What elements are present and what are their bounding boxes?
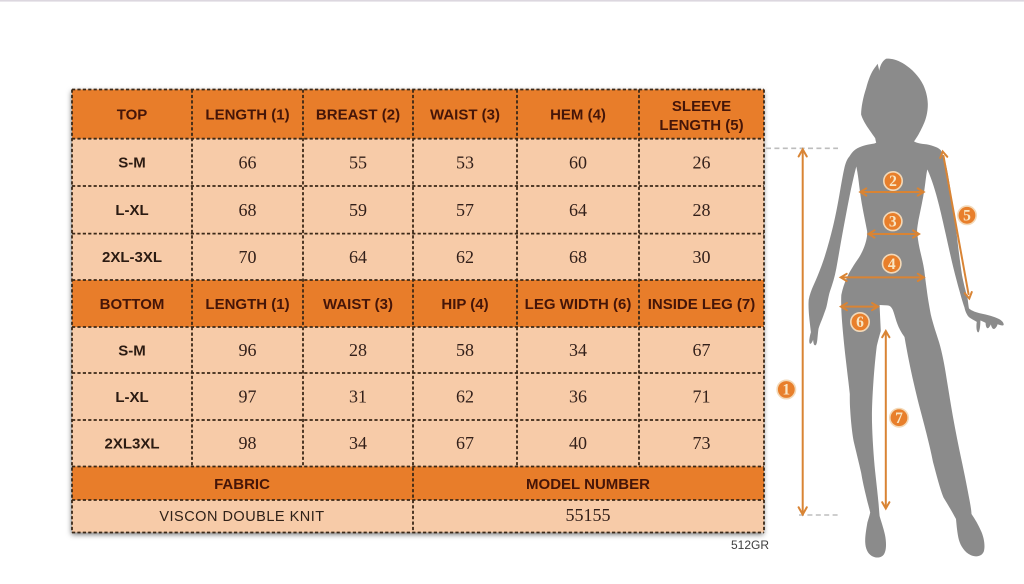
svg-text:58: 58 — [456, 340, 474, 360]
svg-text:67: 67 — [456, 433, 474, 453]
svg-text:1: 1 — [782, 382, 790, 399]
svg-text:LENGTH (1): LENGTH (1) — [205, 296, 289, 313]
svg-text:LEG WIDTH (6): LEG WIDTH (6) — [525, 296, 632, 313]
svg-text:L-XL: L-XL — [115, 202, 148, 219]
svg-text:67: 67 — [693, 340, 711, 360]
svg-text:SLEEVE: SLEEVE — [672, 98, 731, 115]
svg-text:FABRIC: FABRIC — [214, 476, 270, 493]
svg-text:L-XL: L-XL — [115, 389, 148, 406]
svg-text:LENGTH (1): LENGTH (1) — [205, 107, 289, 124]
svg-text:96: 96 — [239, 340, 257, 360]
svg-text:2XL3XL: 2XL3XL — [104, 436, 159, 453]
svg-text:55: 55 — [349, 152, 367, 172]
svg-text:73: 73 — [693, 433, 711, 453]
svg-text:70: 70 — [239, 247, 257, 267]
svg-text:34: 34 — [349, 433, 367, 453]
svg-text:71: 71 — [693, 387, 711, 407]
svg-text:TOP: TOP — [117, 107, 148, 124]
svg-text:53: 53 — [456, 152, 474, 172]
svg-text:S-M: S-M — [118, 342, 146, 359]
svg-text:3: 3 — [889, 214, 897, 231]
svg-text:60: 60 — [569, 152, 587, 172]
svg-text:2: 2 — [889, 173, 897, 190]
svg-text:59: 59 — [349, 200, 367, 220]
svg-text:BREAST (2): BREAST (2) — [316, 107, 400, 124]
svg-text:7: 7 — [895, 410, 903, 427]
svg-text:55155: 55155 — [566, 505, 611, 525]
svg-text:512GR: 512GR — [731, 538, 769, 552]
svg-text:28: 28 — [693, 200, 711, 220]
svg-text:68: 68 — [569, 247, 587, 267]
svg-text:26: 26 — [693, 152, 711, 172]
svg-text:5: 5 — [963, 208, 971, 225]
svg-text:S-M: S-M — [118, 155, 146, 172]
svg-text:2XL-3XL: 2XL-3XL — [102, 249, 162, 266]
svg-text:28: 28 — [349, 340, 367, 360]
svg-text:62: 62 — [456, 247, 474, 267]
svg-text:6: 6 — [856, 314, 864, 331]
svg-text:97: 97 — [239, 387, 257, 407]
svg-text:57: 57 — [456, 200, 474, 220]
svg-text:WAIST (3): WAIST (3) — [430, 107, 500, 124]
svg-text:WAIST (3): WAIST (3) — [323, 296, 393, 313]
svg-text:36: 36 — [569, 387, 587, 407]
svg-text:68: 68 — [239, 200, 257, 220]
svg-text:62: 62 — [456, 387, 474, 407]
svg-text:40: 40 — [569, 433, 587, 453]
svg-text:BOTTOM: BOTTOM — [100, 296, 165, 313]
svg-text:34: 34 — [569, 340, 587, 360]
svg-text:64: 64 — [349, 247, 367, 267]
svg-text:VISCON DOUBLE KNIT: VISCON DOUBLE KNIT — [159, 509, 324, 525]
svg-text:66: 66 — [239, 152, 257, 172]
svg-text:MODEL NUMBER: MODEL NUMBER — [526, 476, 650, 493]
svg-text:64: 64 — [569, 200, 587, 220]
svg-text:HIP (4): HIP (4) — [441, 296, 488, 313]
svg-text:INSIDE LEG (7): INSIDE LEG (7) — [648, 296, 756, 313]
svg-text:30: 30 — [693, 247, 711, 267]
svg-text:HEM (4): HEM (4) — [550, 107, 606, 124]
svg-text:4: 4 — [888, 256, 896, 273]
svg-text:LENGTH (5): LENGTH (5) — [659, 117, 743, 134]
svg-text:31: 31 — [349, 387, 367, 407]
svg-text:98: 98 — [239, 433, 257, 453]
